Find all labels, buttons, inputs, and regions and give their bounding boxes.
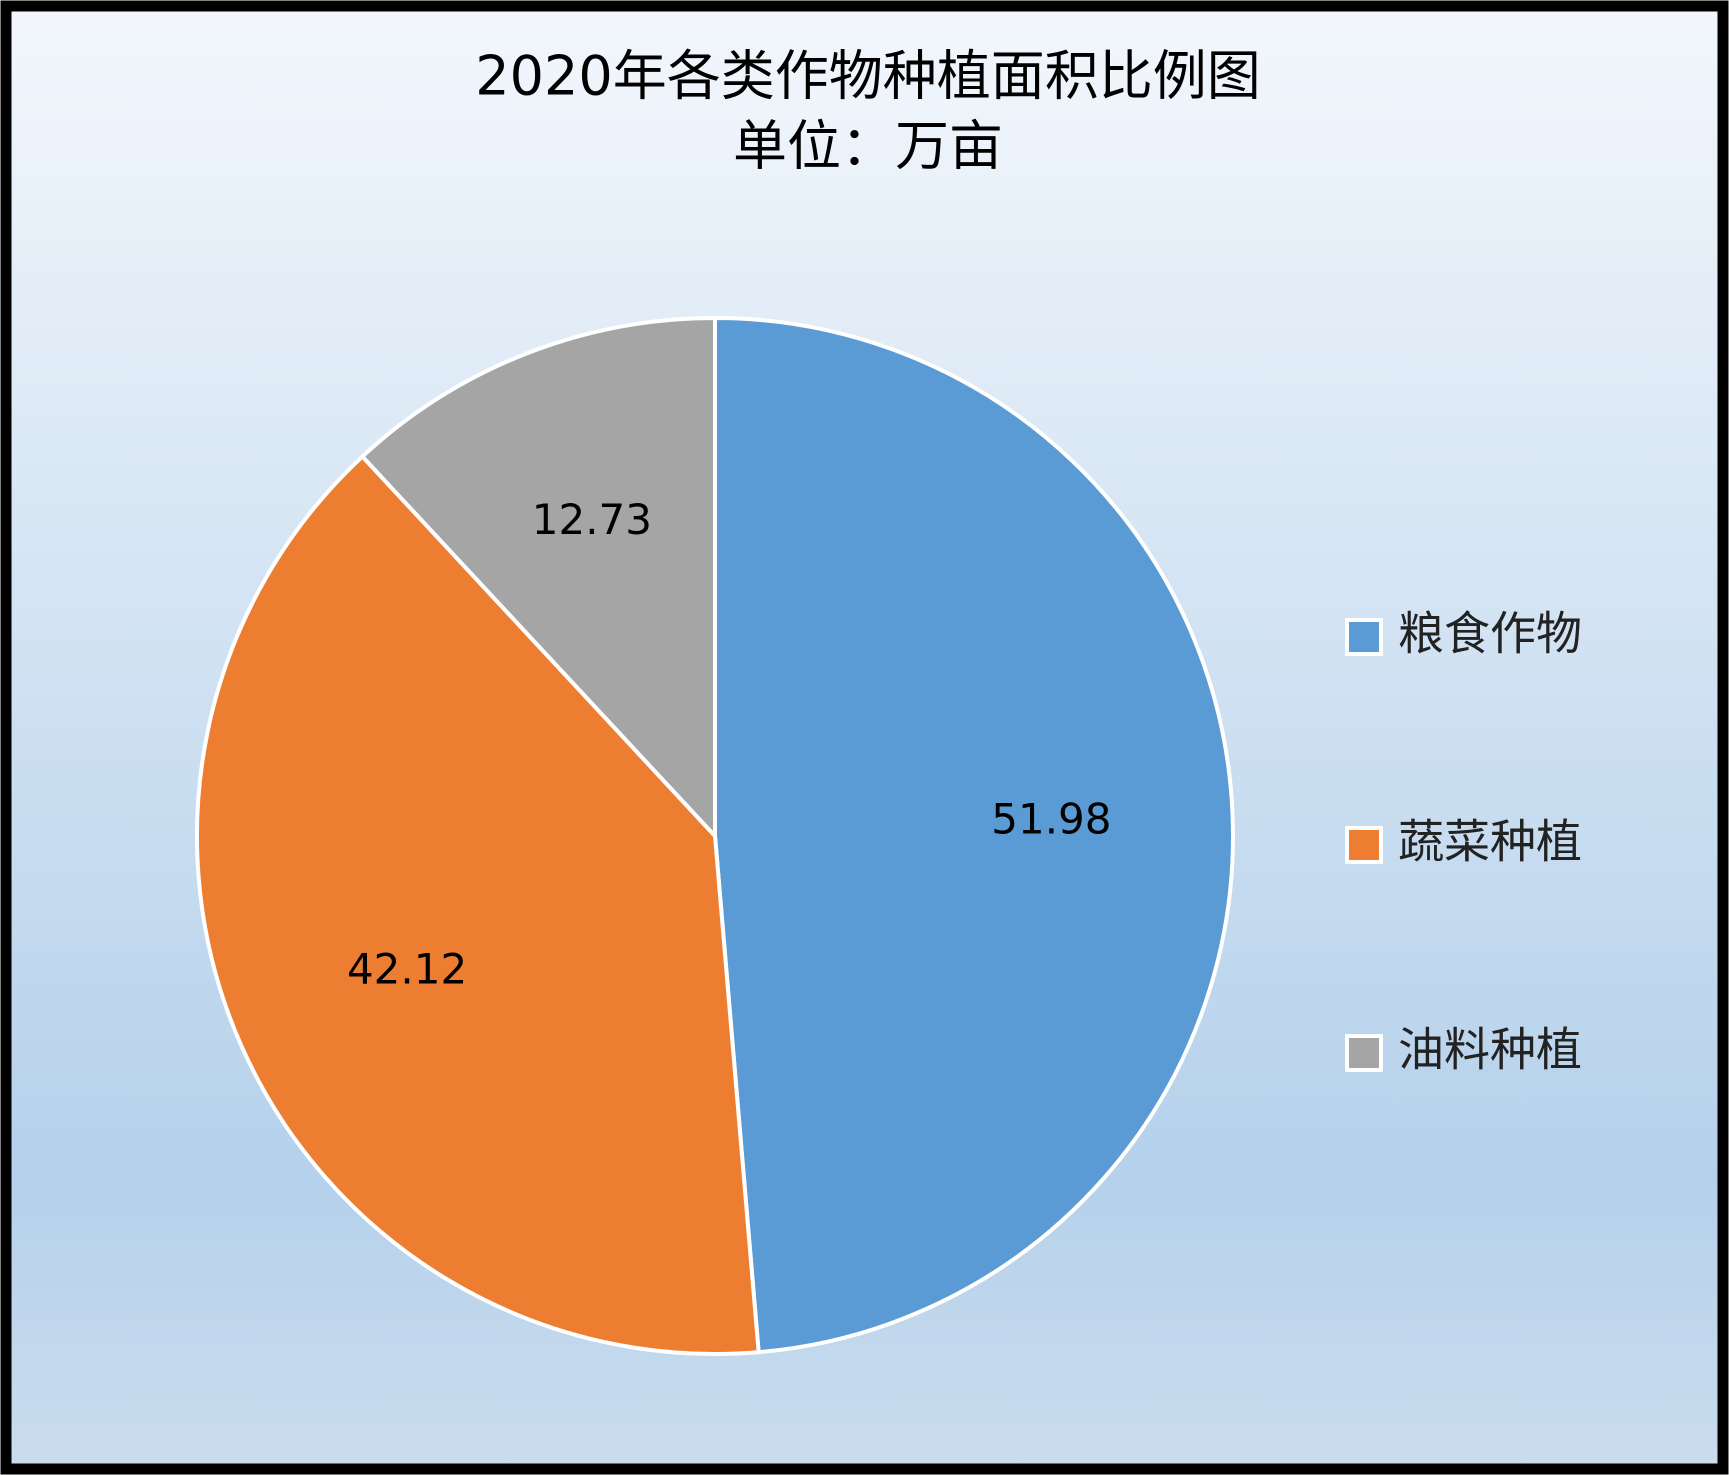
chart-subtitle: 单位：万亩 — [733, 115, 1003, 178]
legend-label: 蔬菜种植 — [1398, 815, 1582, 869]
legend-label: 油料种植 — [1398, 1023, 1582, 1077]
data-label: 42.12 — [347, 945, 467, 994]
data-label: 12.73 — [532, 495, 652, 544]
pie-slice — [713, 315, 1236, 1355]
legend-label: 粮食作物 — [1398, 607, 1582, 661]
chart-title: 2020年各类作物种植面积比例图 — [475, 45, 1260, 108]
pie-slice — [359, 315, 717, 842]
legend-swatch — [1345, 826, 1383, 864]
legend-swatch — [1345, 618, 1383, 656]
pie-slice — [195, 453, 761, 1356]
legend-swatch — [1345, 1034, 1383, 1072]
data-label: 51.98 — [991, 794, 1111, 843]
